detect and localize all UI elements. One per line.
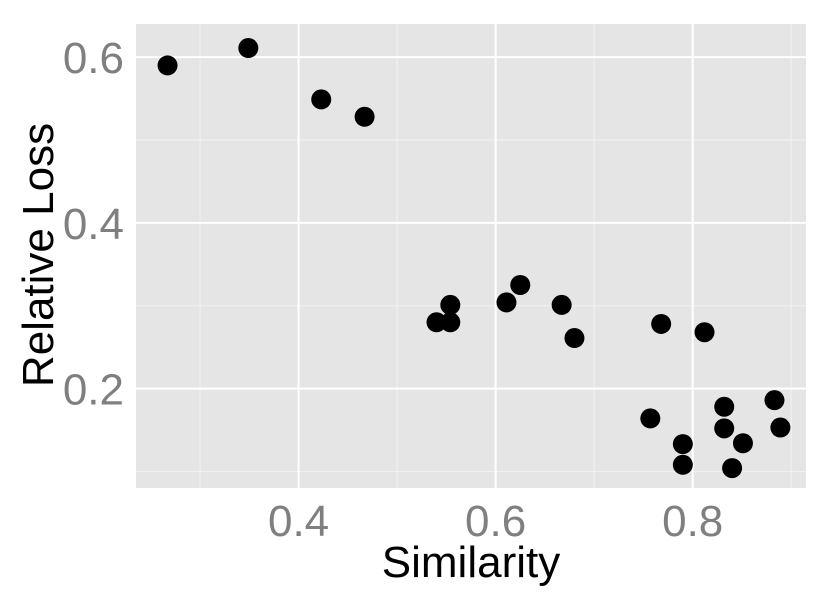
minor-gridlines [136,24,806,488]
y-tick-label: 0.4 [63,200,124,249]
y-tick-label: 0.2 [63,366,124,415]
data-point [764,390,785,411]
x-tick-label: 0.6 [465,497,526,546]
y-tick-label: 0.6 [63,34,124,83]
data-point [651,313,672,334]
data-point [732,433,753,454]
data-point [722,458,743,479]
data-point [440,312,461,333]
data-point [551,294,572,315]
x-axis-title: Similarity [382,538,560,587]
x-tick-label: 0.8 [662,497,723,546]
data-point [714,396,735,417]
data-point [694,322,715,343]
data-point [354,106,375,127]
data-point [157,55,178,76]
data-point [640,408,661,429]
data-point [426,312,447,333]
data-point [672,454,693,475]
y-axis-title: Relative Loss [14,123,63,387]
data-point [440,294,461,315]
data-point [510,275,531,295]
y-axis-tick-labels: 0.2 0.4 0.6 [63,34,124,414]
data-point [714,418,735,439]
plot-panel [136,24,806,488]
data-point [496,292,517,313]
x-axis-tick-labels: 0.4 0.6 0.8 [268,497,723,546]
data-point [770,417,791,438]
x-tick-label: 0.4 [268,497,329,546]
data-point [564,328,585,349]
data-point [672,434,693,455]
data-points [157,38,791,479]
data-point [238,38,259,59]
data-point [311,89,332,110]
